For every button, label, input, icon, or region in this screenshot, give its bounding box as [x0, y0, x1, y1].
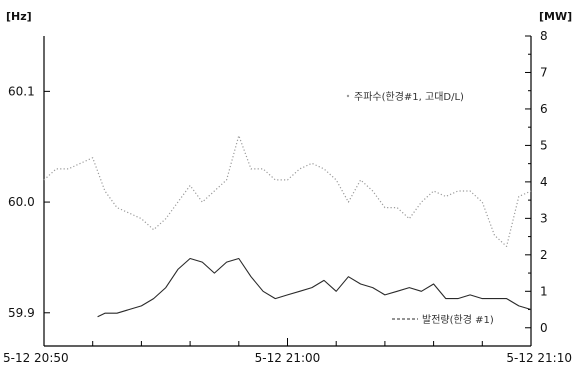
power-series-line: [97, 257, 532, 318]
right-tick-label: 6: [540, 102, 548, 116]
frequency-legend-marker: [346, 94, 350, 98]
right-axis-unit: [MW]: [539, 10, 572, 23]
right-tick-label: 3: [540, 211, 548, 225]
left-tick-label: 59.9: [8, 306, 35, 320]
series-layer: [43, 135, 532, 318]
right-tick-label: 7: [540, 65, 548, 79]
frequency-legend-label: 주파수(한경#1, 고대D/L): [354, 90, 464, 103]
right-tick-label: 5: [540, 138, 548, 152]
right-tick-label: 4: [540, 175, 548, 189]
left-tick-label: 60.0: [8, 195, 35, 209]
right-tick-label: 2: [540, 248, 548, 262]
left-tick-label: 60.1: [8, 84, 35, 98]
x-tick-label: 5-12 20:50: [3, 351, 69, 365]
x-tick-label: 5-12 21:10: [506, 351, 572, 365]
x-tick-label: 5-12 21:00: [255, 351, 321, 365]
labels-layer: [Hz] [MW] 60.1 60.0 59.9 0 1 2 3 4 5 6 7 8 5-12 20:50 5…: [3, 10, 572, 365]
right-tick-label: 0: [540, 321, 548, 335]
power-legend-label: 발전량(한경 #1): [422, 313, 494, 326]
axes: [43, 35, 532, 347]
frequency-series-line: [43, 135, 532, 247]
right-tick-label: 8: [540, 29, 548, 43]
left-axis-unit: [Hz]: [6, 10, 32, 23]
right-tick-label: 1: [540, 284, 548, 298]
